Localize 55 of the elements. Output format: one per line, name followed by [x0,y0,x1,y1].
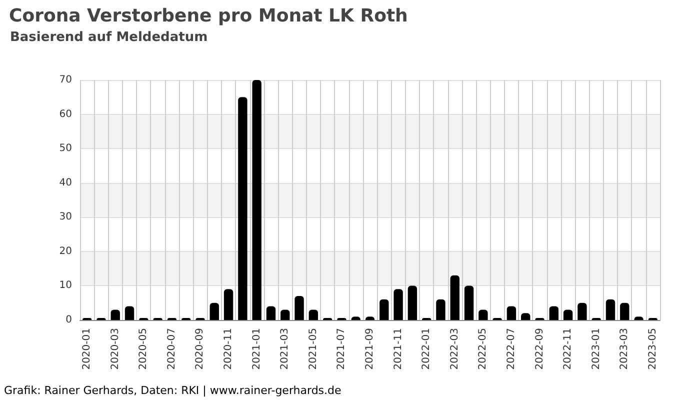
bar [394,289,403,320]
bar [110,310,120,320]
bar [224,289,234,320]
text: Grafik: Rainer Gerhards, Daten: RKI | www.rainer-gerhards.de [4,384,342,397]
bar [238,97,248,320]
bar [620,302,630,320]
y-tick-label: 40 [59,177,72,188]
x-tick-label: 2020-03 [110,328,121,370]
x-tick-label: 2022-03 [449,328,460,370]
x-tick-label: 2022-05 [478,328,489,370]
x-tick-label: 2022-11 [562,328,574,370]
bar [549,306,558,320]
x-tick-label: 2020-07 [166,328,178,370]
bar [478,310,488,320]
bar [450,275,460,320]
x-tick-label: 2021-05 [308,328,319,370]
y-tick-label: 10 [59,280,72,292]
bar [266,306,276,320]
bar [436,299,446,320]
x-tick-label: 2020-01 [82,328,93,370]
x-tick-label: 2020-09 [194,328,206,370]
x-tick-label: 2021-03 [280,328,291,370]
bar [280,310,290,320]
x-tick-label: 2023-03 [619,328,630,370]
y-tick-label: 20 [59,246,72,257]
y-tick-label: 60 [59,108,72,120]
bar [124,306,134,320]
x-tick-label: 2021-01 [251,328,262,370]
x-tick-label: 2020-05 [138,328,150,370]
bar [380,299,389,320]
y-tick-label: 70 [59,74,72,86]
chart-subtitle: Basierend auf Meldedatum [10,30,208,45]
x-tick-label: 2021-07 [336,328,348,370]
x-tick-label: 2021-09 [364,328,376,370]
bar [563,310,573,320]
bar [606,299,616,320]
x-tick-label: 2021-11 [392,328,404,370]
x-tick-label: 2022-09 [534,328,546,370]
x-tick-label: 2023-05 [647,328,658,370]
bar [308,310,318,320]
chart-title: Corona Verstorbene pro Monat LK Roth [9,6,408,26]
y-tick-label: 30 [59,212,72,223]
bar [506,306,516,320]
x-tick-label: 2022-07 [506,328,517,370]
x-tick-label: 2022-01 [421,328,432,370]
y-tick-label: 0 [66,314,72,326]
bar [210,302,219,320]
bar [252,80,262,320]
x-tick-label: 2020-11 [223,328,234,370]
y-tick-label: 50 [59,143,72,154]
bar [294,296,304,320]
bar [578,302,587,320]
bar [408,286,418,320]
x-tick-label: 2023-01 [590,328,602,370]
bar [464,286,474,320]
